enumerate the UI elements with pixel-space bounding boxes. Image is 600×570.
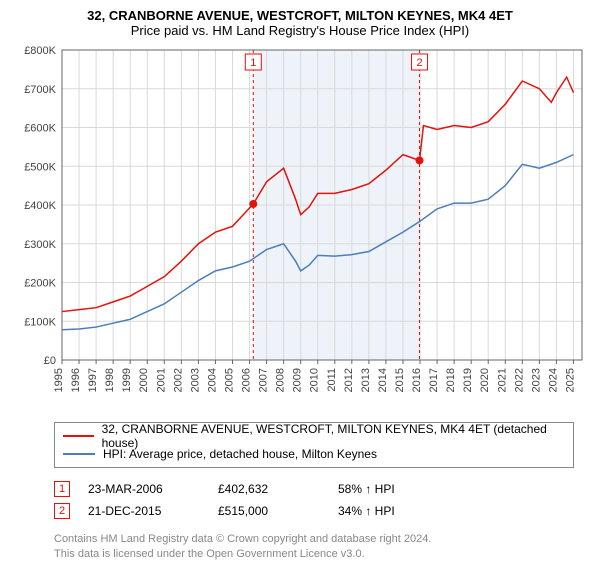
sale-row-1: 1 23-MAR-2006 £402,632 58% ↑ HPI: [54, 478, 586, 500]
sale-date-1: 23-MAR-2006: [88, 482, 218, 496]
legend-swatch-hpi: [63, 453, 95, 455]
svg-text:2018: 2018: [445, 368, 457, 392]
svg-text:2024: 2024: [547, 368, 559, 392]
legend-row-price: 32, CRANBORNE AVENUE, WESTCROFT, MILTON …: [63, 427, 565, 445]
footer-attribution: Contains HM Land Registry data © Crown c…: [54, 532, 586, 562]
svg-text:2021: 2021: [496, 368, 508, 392]
legend-label-hpi: HPI: Average price, detached house, Milt…: [103, 447, 377, 461]
chart-title-subtitle: Price paid vs. HM Land Registry's House …: [14, 23, 586, 38]
sale-date-2: 21-DEC-2015: [88, 504, 218, 518]
svg-text:2009: 2009: [292, 368, 304, 392]
chart-svg: £0 £100K £200K £300K £400K £500K £600K £700K £80…: [14, 44, 586, 414]
svg-text:£500K: £500K: [24, 161, 56, 173]
footer-line-2: This data is licensed under the Open Gov…: [54, 547, 586, 562]
footer-line-1: Contains HM Land Registry data © Crown c…: [54, 532, 586, 547]
svg-text:2012: 2012: [343, 368, 355, 392]
svg-text:2013: 2013: [360, 368, 372, 392]
sale-price-2: £515,000: [218, 504, 338, 518]
svg-text:2000: 2000: [138, 368, 150, 392]
svg-text:2005: 2005: [223, 368, 235, 392]
svg-text:2006: 2006: [241, 368, 253, 392]
svg-text:2016: 2016: [411, 368, 423, 392]
legend: 32, CRANBORNE AVENUE, WESTCROFT, MILTON …: [54, 422, 574, 468]
legend-swatch-price: [63, 435, 94, 437]
svg-text:1998: 1998: [104, 368, 116, 392]
svg-text:2004: 2004: [206, 368, 218, 392]
svg-text:2002: 2002: [172, 368, 184, 392]
chart-title-address: 32, CRANBORNE AVENUE, WESTCROFT, MILTON …: [14, 8, 586, 23]
svg-text:1: 1: [250, 57, 256, 69]
sale-marker-2: 2: [54, 503, 70, 519]
sale-row-2: 2 21-DEC-2015 £515,000 34% ↑ HPI: [54, 500, 586, 522]
sale-price-1: £402,632: [218, 482, 338, 496]
svg-text:£200K: £200K: [24, 278, 56, 290]
svg-text:£0: £0: [44, 355, 56, 367]
svg-text:£800K: £800K: [24, 45, 56, 57]
svg-text:2019: 2019: [462, 368, 474, 392]
svg-text:1999: 1999: [121, 368, 133, 392]
svg-text:2025: 2025: [564, 368, 576, 392]
sale-diff-1: 58% ↑ HPI: [338, 482, 458, 496]
svg-text:2001: 2001: [155, 368, 167, 392]
legend-label-price: 32, CRANBORNE AVENUE, WESTCROFT, MILTON …: [102, 422, 565, 450]
svg-text:2003: 2003: [189, 368, 201, 392]
sale-marker-1: 1: [54, 481, 70, 497]
svg-text:1995: 1995: [53, 368, 65, 392]
svg-text:2022: 2022: [513, 368, 525, 392]
svg-text:£700K: £700K: [24, 84, 56, 96]
svg-text:2010: 2010: [309, 368, 321, 392]
svg-text:2015: 2015: [394, 368, 406, 392]
svg-text:1996: 1996: [70, 368, 82, 392]
svg-text:2014: 2014: [377, 368, 389, 392]
sales-table: 1 23-MAR-2006 £402,632 58% ↑ HPI 2 21-DE…: [54, 478, 586, 522]
svg-text:2: 2: [416, 57, 422, 69]
svg-text:£600K: £600K: [24, 123, 56, 135]
svg-text:£100K: £100K: [24, 316, 56, 328]
svg-text:2011: 2011: [326, 368, 338, 392]
sale-diff-2: 34% ↑ HPI: [338, 504, 458, 518]
svg-text:£300K: £300K: [24, 239, 56, 251]
price-chart: £0 £100K £200K £300K £400K £500K £600K £700K £80…: [14, 44, 586, 414]
svg-text:£400K: £400K: [24, 200, 56, 212]
svg-text:2023: 2023: [530, 368, 542, 392]
svg-text:2020: 2020: [479, 368, 491, 392]
svg-text:2017: 2017: [428, 368, 440, 392]
svg-text:2008: 2008: [275, 368, 287, 392]
svg-text:1997: 1997: [87, 368, 99, 392]
svg-text:2007: 2007: [258, 368, 270, 392]
